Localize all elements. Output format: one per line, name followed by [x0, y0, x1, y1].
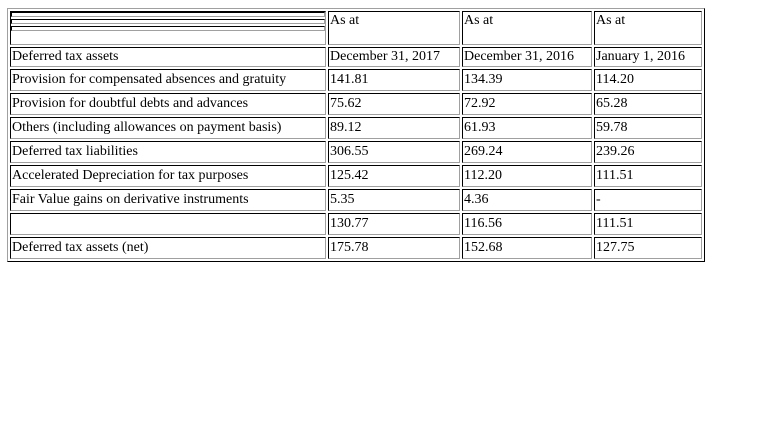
cell-value: 4.36 [462, 189, 592, 211]
cell-value: 114.20 [594, 69, 702, 91]
cell-value: 141.81 [328, 69, 460, 91]
col1-header-date: December 31, 2017 [328, 47, 460, 67]
row-label [10, 213, 326, 235]
header-stack-box [11, 12, 325, 17]
row-label: Deferred tax liabilities [10, 141, 326, 163]
table-row: Others (including allowances on payment … [10, 117, 702, 139]
header-stack-box [11, 19, 325, 24]
cell-value: 72.92 [462, 93, 592, 115]
header-row-dates: Deferred tax assets December 31, 2017 De… [10, 47, 702, 67]
table-row: Deferred tax assets (net) 175.78 152.68 … [10, 237, 702, 259]
cell-value: 130.77 [328, 213, 460, 235]
cell-value: 239.26 [594, 141, 702, 163]
cell-value: 111.51 [594, 165, 702, 187]
col1-header-as-at: As at [328, 11, 460, 45]
table-row: 130.77 116.56 111.51 [10, 213, 702, 235]
table-row: Fair Value gains on derivative instrumen… [10, 189, 702, 211]
header-row-top: As at As at As at [10, 11, 702, 45]
table-row: Provision for doubtful debts and advance… [10, 93, 702, 115]
row-label: Deferred tax assets (net) [10, 237, 326, 259]
table-row: Deferred tax liabilities 306.55 269.24 2… [10, 141, 702, 163]
col3-header-date: January 1, 2016 [594, 47, 702, 67]
table-row: Provision for compensated absences and g… [10, 69, 702, 91]
cell-value: 112.20 [462, 165, 592, 187]
cell-value: 75.62 [328, 93, 460, 115]
cell-value: - [594, 189, 702, 211]
row-label-deferred-tax-assets: Deferred tax assets [10, 47, 326, 67]
col2-header-date: December 31, 2016 [462, 47, 592, 67]
col3-header-as-at: As at [594, 11, 702, 45]
row-label: Provision for compensated absences and g… [10, 69, 326, 91]
cell-value: 89.12 [328, 117, 460, 139]
cell-value: 116.56 [462, 213, 592, 235]
cell-value: 61.93 [462, 117, 592, 139]
cell-value: 125.42 [328, 165, 460, 187]
cell-value: 127.75 [594, 237, 702, 259]
cell-value: 5.35 [328, 189, 460, 211]
deferred-tax-table: As at As at As at Deferred tax assets De… [7, 8, 705, 262]
row-label: Fair Value gains on derivative instrumen… [10, 189, 326, 211]
cell-value: 152.68 [462, 237, 592, 259]
cell-value: 59.78 [594, 117, 702, 139]
header-stack-box [11, 26, 325, 31]
row-label: Accelerated Depreciation for tax purpose… [10, 165, 326, 187]
col2-header-as-at: As at [462, 11, 592, 45]
cell-value: 306.55 [328, 141, 460, 163]
cell-value: 269.24 [462, 141, 592, 163]
cell-value: 111.51 [594, 213, 702, 235]
row-label: Provision for doubtful debts and advance… [10, 93, 326, 115]
header-stacked-boxes [10, 11, 326, 45]
cell-value: 175.78 [328, 237, 460, 259]
cell-value: 65.28 [594, 93, 702, 115]
row-label: Others (including allowances on payment … [10, 117, 326, 139]
cell-value: 134.39 [462, 69, 592, 91]
table-row: Accelerated Depreciation for tax purpose… [10, 165, 702, 187]
